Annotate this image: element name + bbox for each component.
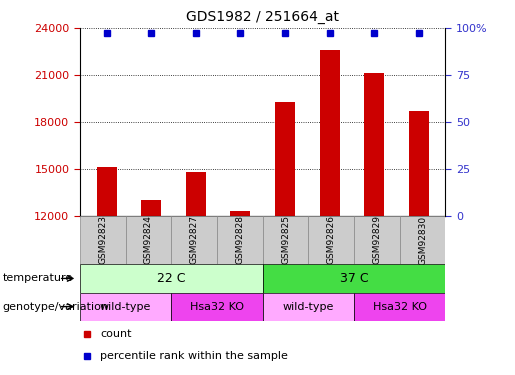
Text: GSM92827: GSM92827: [190, 216, 199, 264]
Text: GSM92829: GSM92829: [372, 216, 382, 264]
Text: GSM92830: GSM92830: [418, 215, 427, 265]
Bar: [319, 50, 339, 216]
Text: 37 C: 37 C: [340, 272, 368, 285]
Text: count: count: [100, 329, 131, 339]
FancyBboxPatch shape: [354, 216, 400, 264]
Bar: [263, 292, 354, 321]
FancyBboxPatch shape: [308, 216, 354, 264]
FancyBboxPatch shape: [171, 216, 217, 264]
Bar: [354, 292, 445, 321]
Bar: [80, 264, 263, 292]
Text: 22 C: 22 C: [157, 272, 185, 285]
Text: Hsa32 KO: Hsa32 KO: [190, 302, 244, 312]
FancyBboxPatch shape: [263, 216, 308, 264]
Bar: [364, 74, 384, 216]
Bar: [141, 200, 161, 216]
Text: GSM92823: GSM92823: [98, 216, 107, 264]
Text: temperature: temperature: [3, 273, 73, 284]
Text: wild-type: wild-type: [283, 302, 334, 312]
Text: GSM92828: GSM92828: [235, 216, 244, 264]
Text: genotype/variation: genotype/variation: [3, 302, 109, 312]
Text: wild-type: wild-type: [100, 302, 151, 312]
Bar: [171, 292, 263, 321]
Text: percentile rank within the sample: percentile rank within the sample: [100, 351, 288, 361]
Text: Hsa32 KO: Hsa32 KO: [373, 302, 427, 312]
Text: GSM92825: GSM92825: [281, 216, 290, 264]
Bar: [186, 172, 206, 216]
Text: GSM92824: GSM92824: [144, 216, 153, 264]
Bar: [275, 102, 295, 216]
FancyBboxPatch shape: [126, 216, 171, 264]
Bar: [80, 292, 171, 321]
Title: GDS1982 / 251664_at: GDS1982 / 251664_at: [186, 10, 339, 24]
FancyBboxPatch shape: [217, 216, 263, 264]
Bar: [263, 264, 445, 292]
FancyBboxPatch shape: [80, 216, 126, 264]
Text: GSM92826: GSM92826: [327, 216, 336, 264]
Bar: [409, 111, 429, 216]
Bar: [230, 211, 250, 216]
Bar: [96, 167, 116, 216]
FancyBboxPatch shape: [400, 216, 445, 264]
